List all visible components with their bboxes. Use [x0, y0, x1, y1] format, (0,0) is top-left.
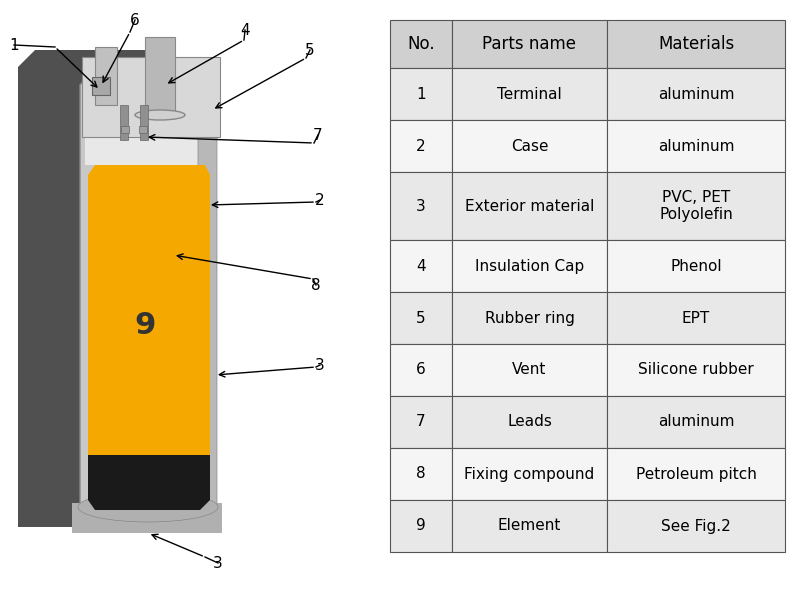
Polygon shape — [88, 165, 210, 470]
Text: See Fig.2: See Fig.2 — [661, 518, 731, 534]
Polygon shape — [80, 67, 215, 505]
Text: Rubber ring: Rubber ring — [485, 311, 574, 325]
Text: 6: 6 — [130, 12, 140, 27]
Bar — [607, 344, 785, 396]
Text: Fixing compound: Fixing compound — [464, 466, 594, 481]
Text: aluminum: aluminum — [658, 139, 734, 154]
Bar — [452, 68, 607, 120]
FancyBboxPatch shape — [18, 67, 203, 527]
Ellipse shape — [78, 492, 218, 522]
Text: 3: 3 — [315, 358, 325, 372]
Bar — [85, 70, 210, 165]
Bar — [452, 120, 607, 172]
Text: 2: 2 — [315, 193, 325, 208]
Text: 8: 8 — [416, 466, 426, 481]
FancyBboxPatch shape — [198, 73, 217, 507]
Bar — [390, 292, 452, 344]
Text: Vent: Vent — [512, 362, 546, 377]
Bar — [390, 448, 452, 500]
Bar — [390, 120, 452, 172]
Text: 7: 7 — [313, 127, 323, 142]
Text: No.: No. — [407, 35, 435, 53]
Text: 4: 4 — [240, 23, 250, 37]
Bar — [121, 126, 129, 133]
Text: 3: 3 — [416, 199, 426, 214]
Text: 8: 8 — [311, 277, 321, 293]
Text: 4: 4 — [416, 258, 426, 274]
Text: PVC, PET
Polyolefin: PVC, PET Polyolefin — [659, 190, 733, 222]
Bar — [140, 105, 148, 140]
Text: Parts name: Parts name — [482, 35, 577, 53]
Bar — [139, 126, 147, 133]
Text: Silicone rubber: Silicone rubber — [638, 362, 754, 377]
Bar — [95, 47, 117, 105]
Bar — [452, 292, 607, 344]
Text: aluminum: aluminum — [658, 86, 734, 102]
Bar — [452, 20, 607, 68]
Bar — [607, 292, 785, 344]
Bar — [607, 500, 785, 552]
Bar — [390, 500, 452, 552]
Bar — [607, 172, 785, 240]
Text: Petroleum pitch: Petroleum pitch — [635, 466, 757, 481]
Bar — [452, 344, 607, 396]
Text: Element: Element — [498, 518, 561, 534]
Polygon shape — [88, 455, 210, 510]
Bar — [390, 68, 452, 120]
Text: EPT: EPT — [682, 311, 710, 325]
Bar — [607, 396, 785, 448]
Text: Terminal: Terminal — [497, 86, 562, 102]
Bar — [607, 120, 785, 172]
Text: 1: 1 — [9, 37, 19, 52]
Text: 6: 6 — [416, 362, 426, 377]
Polygon shape — [18, 50, 203, 527]
Bar — [452, 396, 607, 448]
Bar — [607, 448, 785, 500]
Text: Exterior material: Exterior material — [465, 199, 594, 214]
Text: 9: 9 — [416, 518, 426, 534]
Bar — [607, 20, 785, 68]
Text: Case: Case — [510, 139, 548, 154]
Text: 3: 3 — [213, 556, 223, 571]
Bar — [82, 57, 220, 137]
Bar — [607, 68, 785, 120]
Bar — [390, 172, 452, 240]
Bar — [92, 77, 110, 95]
Text: 1: 1 — [416, 86, 426, 102]
Bar — [390, 344, 452, 396]
Bar — [390, 396, 452, 448]
Text: 2: 2 — [416, 139, 426, 154]
Text: Insulation Cap: Insulation Cap — [475, 258, 584, 274]
Bar — [145, 37, 175, 117]
Bar — [607, 240, 785, 292]
Bar — [452, 172, 607, 240]
Bar — [120, 105, 128, 140]
Bar — [452, 240, 607, 292]
Text: 7: 7 — [416, 415, 426, 430]
Bar — [390, 240, 452, 292]
Bar — [72, 503, 222, 533]
Text: Materials: Materials — [658, 35, 734, 53]
Text: 5: 5 — [305, 42, 315, 58]
Bar — [452, 500, 607, 552]
Text: 5: 5 — [416, 311, 426, 325]
Bar — [452, 448, 607, 500]
Text: aluminum: aluminum — [658, 415, 734, 430]
Text: 9: 9 — [134, 311, 156, 340]
Ellipse shape — [135, 110, 185, 120]
Text: Phenol: Phenol — [670, 258, 722, 274]
Bar — [390, 20, 452, 68]
Text: Leads: Leads — [507, 415, 552, 430]
